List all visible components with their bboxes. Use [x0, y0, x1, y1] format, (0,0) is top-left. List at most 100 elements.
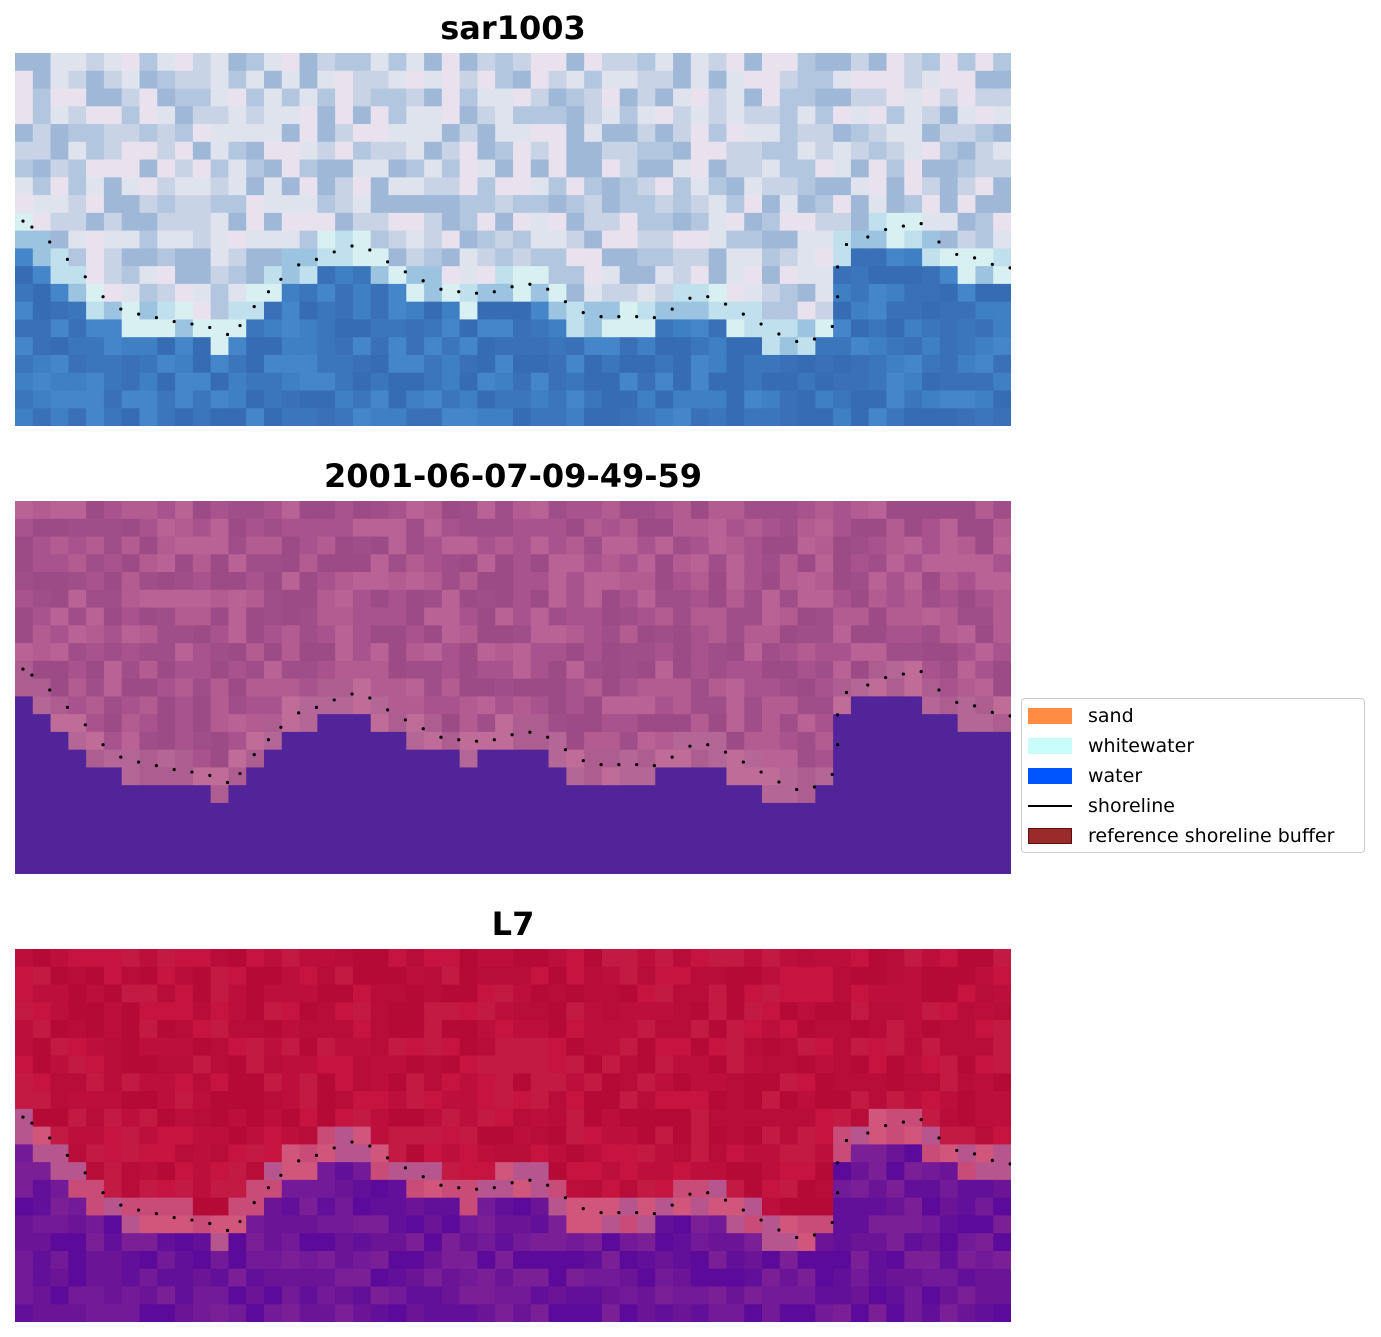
image-pixel [619, 1233, 639, 1252]
image-pixel [32, 283, 52, 303]
image-pixel [192, 554, 212, 573]
image-pixel [584, 195, 603, 214]
image-pixel [121, 248, 141, 267]
image-pixel [637, 1091, 656, 1110]
image-pixel [370, 230, 390, 249]
image-pixel [833, 1037, 852, 1057]
image-pixel [175, 714, 194, 733]
image-pixel [922, 1304, 941, 1322]
image-pixel [530, 518, 550, 538]
image-pixel [121, 319, 141, 338]
image-pixel [868, 838, 888, 857]
image-pixel [281, 1286, 301, 1305]
image-pixel [406, 390, 425, 409]
image-pixel [388, 572, 407, 591]
image-pixel [993, 337, 1011, 356]
image-pixel [50, 607, 69, 626]
image-pixel [441, 1055, 461, 1074]
image-pixel [103, 714, 123, 733]
image-pixel [601, 1108, 621, 1128]
image-pixel [299, 177, 318, 196]
image-pixel [406, 1286, 425, 1305]
image-pixel [637, 1162, 656, 1181]
image-pixel [139, 554, 158, 573]
shoreline-point [492, 738, 496, 742]
image-pixel [548, 802, 567, 822]
image-pixel [655, 501, 674, 520]
image-pixel [975, 408, 994, 426]
image-pixel [708, 372, 728, 392]
image-pixel [655, 767, 674, 786]
image-pixel [655, 106, 674, 125]
image-pixel [477, 572, 496, 591]
image-pixel [50, 1304, 69, 1322]
shoreline-point [30, 225, 34, 229]
image-pixel [281, 1055, 301, 1074]
image-pixel [744, 554, 763, 573]
image-pixel [317, 230, 336, 249]
image-pixel [673, 248, 692, 267]
image-pixel [584, 1250, 603, 1270]
image-pixel [690, 1250, 710, 1270]
image-pixel [584, 696, 603, 715]
image-pixel [779, 966, 799, 986]
image-pixel [922, 785, 941, 804]
image-pixel [50, 1233, 69, 1252]
image-pixel [708, 1179, 728, 1199]
image-pixel [370, 1055, 390, 1074]
image-pixel [139, 1126, 158, 1145]
image-pixel [762, 1162, 781, 1181]
image-pixel [993, 1286, 1011, 1305]
image-pixel [68, 248, 87, 267]
image-pixel [264, 53, 283, 72]
image-pixel [281, 230, 301, 249]
image-pixel [192, 390, 212, 409]
image-pixel [388, 554, 407, 573]
image-pixel [15, 408, 34, 426]
image-pixel [513, 984, 532, 1003]
image-pixel [797, 820, 816, 840]
shoreline-point [225, 332, 230, 337]
image-pixel [388, 177, 407, 196]
image-pixel [939, 390, 959, 409]
image-pixel [762, 518, 781, 538]
image-pixel [601, 1126, 621, 1145]
image-pixel [939, 1268, 959, 1288]
image-pixel [975, 518, 994, 538]
image-pixel [762, 714, 781, 733]
image-pixel [690, 1144, 710, 1163]
image-pixel [103, 1179, 123, 1199]
image-pixel [690, 856, 710, 874]
shoreline-point [266, 738, 271, 742]
image-pixel [495, 1055, 514, 1074]
image-pixel [779, 124, 799, 143]
image-pixel [993, 749, 1011, 769]
image-pixel [139, 1197, 158, 1217]
image-pixel [566, 266, 585, 285]
image-pixel [744, 354, 763, 374]
image-pixel [86, 106, 105, 125]
image-pixel [530, 966, 550, 986]
image-pixel [548, 785, 567, 804]
image-pixel [744, 1126, 763, 1145]
image-pixel [779, 767, 799, 786]
image-pixel [762, 856, 781, 874]
image-pixel [690, 1126, 710, 1145]
image-pixel [815, 518, 834, 538]
image-pixel [317, 1108, 336, 1128]
image-pixel [513, 696, 532, 715]
image-pixel [15, 1126, 34, 1145]
image-pixel [673, 1091, 692, 1110]
image-pixel [868, 820, 888, 840]
image-pixel [548, 714, 567, 733]
image-pixel [957, 856, 977, 874]
shoreline-point [510, 285, 514, 289]
image-pixel [530, 1286, 550, 1305]
image-pixel [762, 408, 781, 426]
image-pixel [388, 1179, 407, 1199]
image-pixel [850, 1037, 870, 1057]
image-pixel [86, 1162, 105, 1181]
image-pixel [797, 714, 816, 733]
image-pixel [868, 141, 888, 161]
image-pixel [922, 266, 941, 285]
